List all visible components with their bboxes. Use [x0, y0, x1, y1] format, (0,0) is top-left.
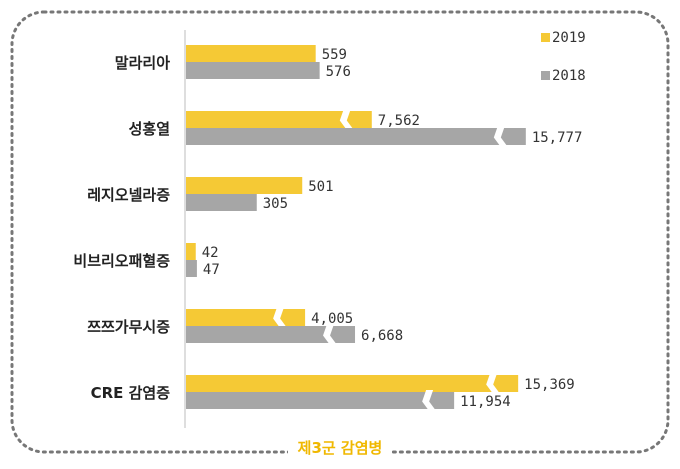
bar-2018-CRE-감염증	[186, 392, 455, 409]
category-label-레지오넬라증: 레지오넬라증	[87, 186, 170, 204]
value-label-2018-성홍열: 15,777	[532, 130, 583, 146]
value-label-2018-비브리오패혈증: 47	[203, 262, 220, 278]
bar-2018-쯔쯔가무시증	[186, 326, 356, 343]
value-label-2018-레지오넬라증: 305	[263, 196, 288, 212]
value-label-2018-말라리아: 576	[326, 64, 351, 80]
category-label-성홍열: 성홍열	[129, 120, 170, 138]
bar-2019-비브리오패혈증	[186, 243, 196, 260]
category-label-CRE-감염증: CRE 감염증	[91, 384, 171, 402]
category-label-말라리아: 말라리아	[115, 54, 170, 72]
value-label-2019-CRE-감염증: 15,369	[524, 377, 575, 393]
bar-2018-레지오넬라증	[186, 194, 257, 211]
caption-text: 제3군 감염병	[287, 439, 393, 457]
axis-break-2019-쯔쯔가무시증	[273, 307, 288, 328]
bar-2018-비브리오패혈증	[186, 260, 197, 277]
legend-label-2019: 2019	[552, 30, 586, 46]
bar-2019-레지오넬라증	[186, 177, 303, 194]
value-label-2019-레지오넬라증: 501	[308, 179, 333, 195]
category-label-쯔쯔가무시증: 쯔쯔가무시증	[87, 318, 170, 336]
category-label-비브리오패혈증: 비브리오패혈증	[73, 252, 170, 270]
chart-caption: 제3군 감염병	[0, 437, 680, 458]
value-label-2019-쯔쯔가무시증: 4,005	[311, 311, 353, 327]
axis-break-2019-CRE-감염증	[486, 373, 501, 394]
bar-2019-쯔쯔가무시증	[186, 309, 306, 326]
legend-swatch-2019	[541, 33, 550, 42]
bars-layer	[186, 45, 526, 411]
value-label-2019-말라리아: 559	[322, 47, 347, 63]
bar-2019-성홍열	[186, 111, 372, 128]
value-label-2019-성홍열: 7,562	[378, 113, 420, 129]
value-label-2019-비브리오패혈증: 42	[202, 245, 219, 261]
bar-2019-말라리아	[186, 45, 316, 62]
bar-2018-말라리아	[186, 62, 320, 79]
axis-break-2019-성홍열	[339, 109, 354, 130]
legend: 2019 2018	[541, 30, 586, 84]
bar-2019-CRE-감염증	[186, 375, 519, 392]
axis-break-2018-CRE-감염증	[422, 390, 437, 411]
legend-swatch-2018	[541, 71, 550, 80]
axis-break-2018-쯔쯔가무시증	[323, 324, 338, 345]
axis-break-2018-성홍열	[493, 126, 508, 147]
bar-2018-성홍열	[186, 128, 526, 145]
value-label-2018-CRE-감염증: 11,954	[460, 394, 511, 410]
legend-label-2018: 2018	[552, 68, 586, 84]
value-label-2018-쯔쯔가무시증: 6,668	[361, 328, 403, 344]
